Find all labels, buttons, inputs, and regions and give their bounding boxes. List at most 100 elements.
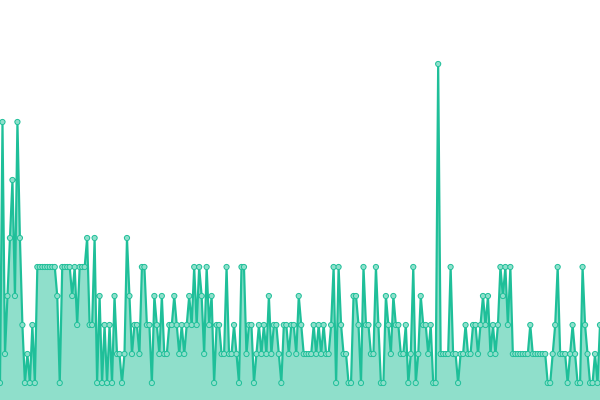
data-point: [315, 321, 322, 329]
data-point: [459, 350, 467, 358]
data-point: [576, 379, 584, 387]
data-point: [290, 321, 297, 329]
data-point: [133, 321, 141, 329]
data-point: [549, 350, 556, 358]
data-point: [188, 321, 195, 329]
data-point: [447, 263, 454, 271]
data-point: [594, 379, 600, 387]
data-point: [410, 263, 417, 271]
data-point: [263, 350, 270, 358]
data-point: [494, 321, 502, 329]
data-point: [19, 321, 26, 329]
data-point: [581, 321, 589, 329]
data-point: [4, 292, 11, 300]
data-point: [427, 321, 434, 329]
data-point: [325, 350, 332, 358]
data-point: [141, 263, 148, 271]
data-point: [318, 350, 325, 358]
data-point: [26, 379, 33, 387]
data-point: [230, 321, 238, 329]
data-point: [253, 350, 260, 358]
data-point: [567, 350, 574, 358]
data-point: [96, 292, 103, 300]
data-point: [507, 263, 514, 271]
data-point: [313, 350, 320, 358]
data-point: [572, 350, 579, 358]
data-point: [89, 321, 96, 329]
data-point: [191, 263, 198, 271]
data-point: [385, 321, 392, 329]
data-point: [370, 350, 377, 358]
data-point: [118, 379, 126, 387]
data-point: [360, 263, 367, 271]
data-point: [365, 321, 372, 329]
data-point: [492, 350, 499, 358]
data-point: [203, 263, 210, 271]
data-point: [11, 292, 19, 300]
data-point: [487, 350, 494, 358]
data-point: [103, 379, 111, 387]
data-point: [589, 379, 596, 387]
data-point: [6, 234, 14, 242]
data-point: [206, 321, 213, 329]
data-point: [335, 263, 342, 271]
data-point: [387, 350, 394, 358]
data-point: [342, 350, 350, 358]
data-point: [54, 292, 61, 300]
data-point: [524, 350, 531, 358]
data-point: [295, 292, 302, 300]
data-point: [84, 234, 91, 242]
data-point: [400, 350, 407, 358]
data-point: [452, 350, 459, 358]
data-point: [158, 292, 165, 300]
data-point: [395, 321, 402, 329]
data-point: [591, 350, 599, 358]
data-point: [499, 292, 506, 300]
data-point: [0, 118, 6, 126]
data-point: [504, 321, 511, 329]
data-point: [584, 350, 591, 358]
data-point: [417, 292, 424, 300]
data-point: [337, 321, 345, 329]
data-point: [0, 379, 4, 387]
data-point: [121, 350, 128, 358]
data-point: [552, 321, 559, 329]
data-point: [298, 321, 305, 329]
data-point: [186, 292, 193, 300]
data-point: [472, 321, 479, 329]
data-point: [98, 379, 106, 387]
data-point: [422, 321, 429, 329]
data-point: [333, 379, 340, 387]
data-point: [151, 292, 158, 300]
data-point: [126, 292, 133, 300]
data-point: [273, 321, 280, 329]
data-point: [285, 350, 292, 358]
data-point: [268, 350, 275, 358]
data-point: [275, 350, 282, 358]
data-point: [24, 350, 31, 358]
data-point: [201, 350, 208, 358]
data-point: [562, 350, 569, 358]
data-point: [243, 350, 250, 358]
data-point: [489, 321, 497, 329]
data-point: [181, 350, 188, 358]
data-point: [462, 321, 469, 329]
data-point: [502, 263, 509, 271]
data-point: [547, 379, 554, 387]
data-point: [56, 379, 63, 387]
data-point: [228, 350, 235, 358]
data-point: [407, 350, 414, 358]
data-point: [74, 321, 81, 329]
data-point: [148, 379, 155, 387]
data-point: [467, 350, 474, 358]
data-point: [91, 234, 98, 242]
data-point: [258, 350, 265, 358]
data-point: [382, 292, 389, 300]
data-point: [146, 321, 153, 329]
data-point: [29, 321, 36, 329]
area-fill-layer: [0, 64, 600, 400]
data-point: [260, 321, 267, 329]
data-point: [16, 234, 24, 242]
data-point: [168, 321, 175, 329]
